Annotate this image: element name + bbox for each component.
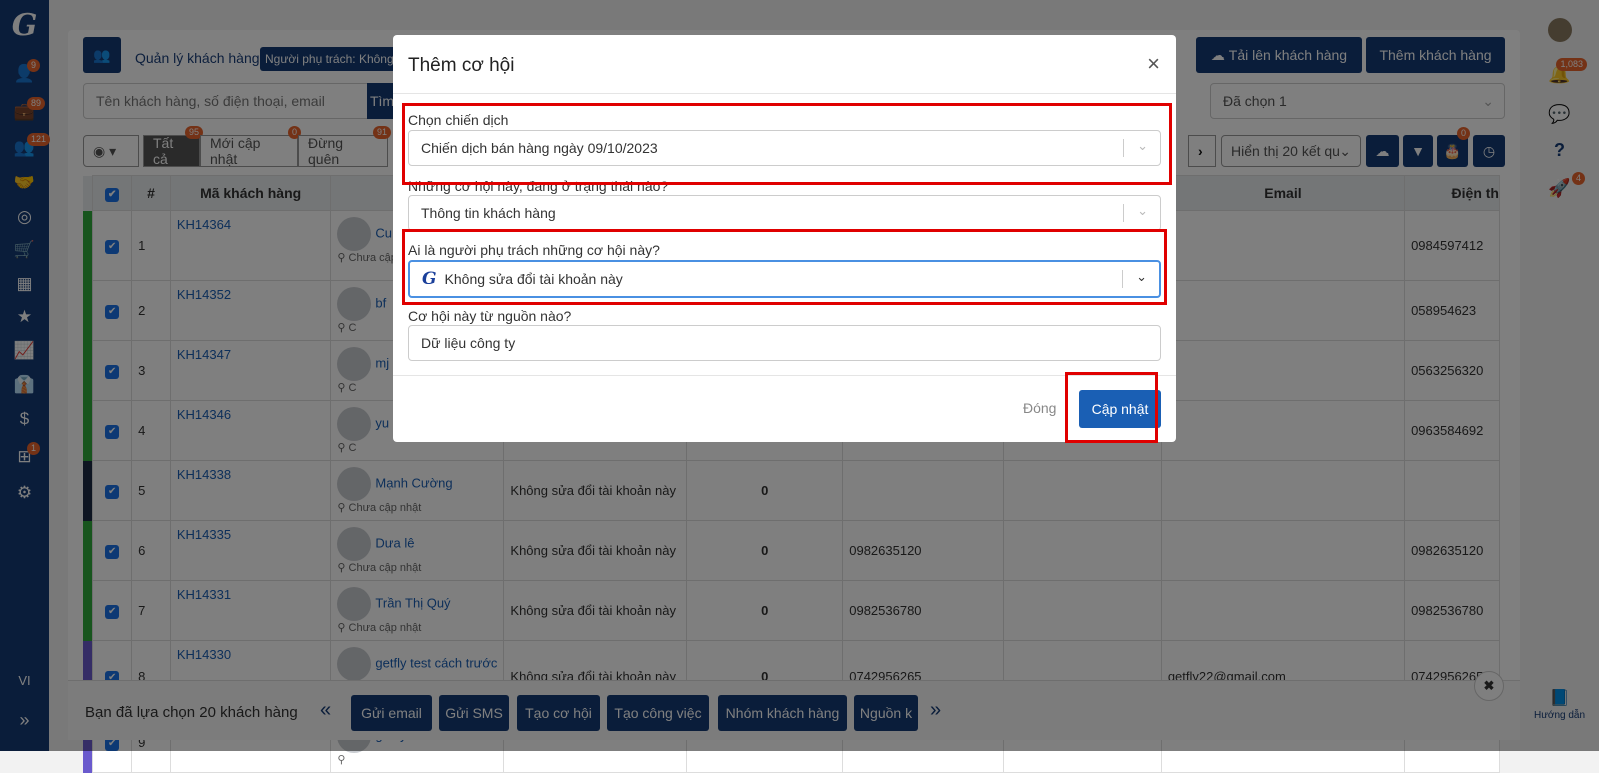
map-marker-icon: ⚲ [337, 754, 346, 766]
campaign-select[interactable]: Chiến dịch bán hàng ngày 09/10/2023 ⌄ [408, 130, 1161, 166]
close-icon[interactable]: × [1147, 51, 1160, 76]
owner-select[interactable]: G Không sửa đổi tài khoản này ⌄ [408, 260, 1161, 298]
chevron-down-icon: ⌄ [1136, 269, 1147, 284]
campaign-value: Chiến dịch bán hàng ngày 09/10/2023 [421, 140, 658, 156]
source-label: Cơ hội này từ nguồn nào? [408, 308, 572, 324]
modal-title: Thêm cơ hội [408, 55, 515, 76]
owner-label: Ai là người phụ trách những cơ hội này? [408, 242, 660, 258]
chevron-down-icon: ⌄ [1137, 138, 1148, 153]
highlight-owner [402, 229, 1167, 305]
highlight-submit [1065, 372, 1158, 443]
getfly-logo-icon: G [422, 269, 437, 289]
close-button[interactable]: Đóng [1023, 400, 1057, 416]
owner-value: Không sửa đổi tài khoản này [444, 271, 623, 287]
update-button[interactable]: Cập nhật [1079, 390, 1161, 428]
status-value: Thông tin khách hàng [421, 205, 556, 221]
highlight-campaign [402, 103, 1172, 185]
source-input[interactable]: Dữ liệu công ty [408, 325, 1161, 361]
chevron-down-icon: ⌄ [1137, 203, 1148, 218]
add-opportunity-modal: Thêm cơ hội × Chọn chiến dịch Chiến dịch… [393, 35, 1176, 442]
source-value: Dữ liệu công ty [421, 335, 516, 351]
campaign-label: Chọn chiến dịch [408, 112, 509, 128]
status-select[interactable]: Thông tin khách hàng ⌄ [408, 195, 1161, 231]
